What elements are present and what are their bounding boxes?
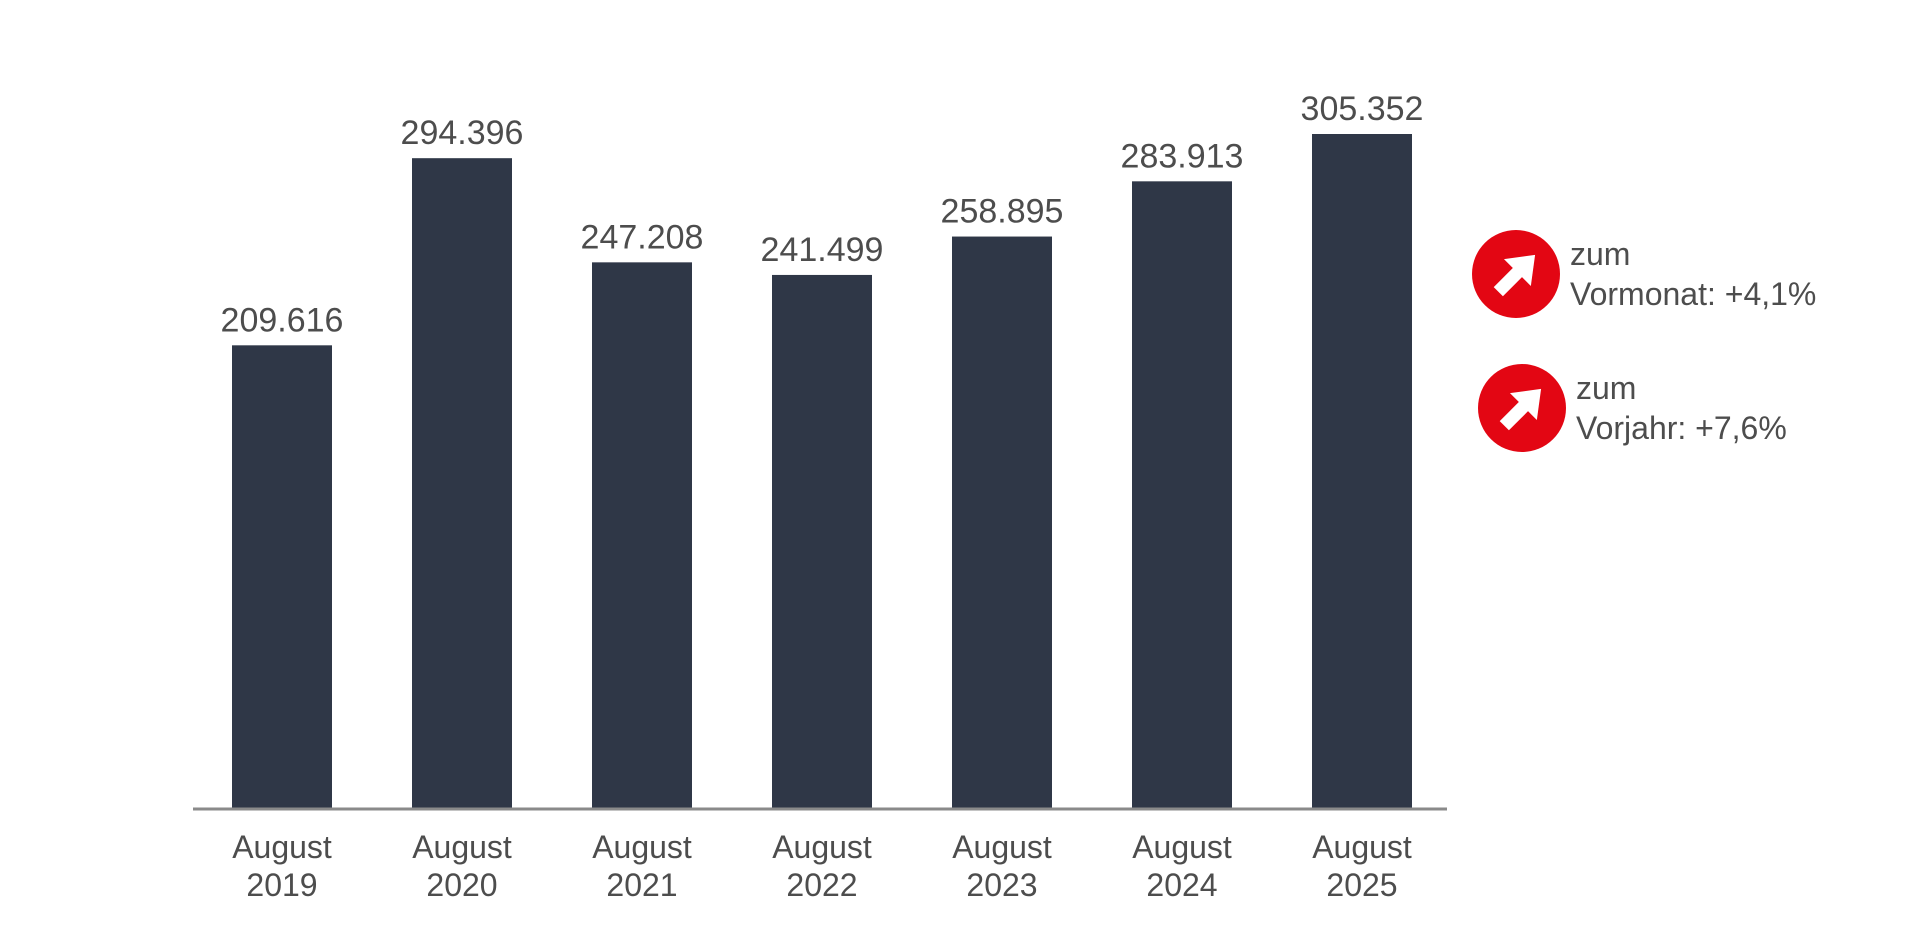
change-vormonat-line2: Vormonat: +4,1% (1570, 276, 1817, 312)
x-tick-label: 2020 (426, 867, 497, 903)
value-label: 283.913 (1121, 137, 1244, 175)
value-label: 305.352 (1301, 90, 1424, 128)
x-tick-label: August (592, 829, 692, 865)
value-label: 209.616 (221, 301, 344, 339)
arrow-up-right-icon (1472, 230, 1560, 318)
change-icon-arrow (1493, 254, 1536, 297)
change-vormonat-line1: zum (1570, 236, 1631, 272)
change-vorjahr-line2: Vorjahr: +7,6% (1576, 410, 1787, 446)
change-vorjahr-text: zum Vorjahr: +7,6% (1576, 368, 1787, 448)
x-tick-label: August (952, 829, 1052, 865)
x-tick-label: August (412, 829, 512, 865)
value-label: 258.895 (941, 193, 1064, 231)
x-tick-label: August (772, 829, 872, 865)
bar-august-2019 (232, 345, 332, 808)
bar-august-2020 (412, 158, 512, 809)
x-tick-label: 2025 (1326, 867, 1397, 903)
arrow-up-right-icon (1478, 364, 1566, 452)
bar-august-2023 (952, 236, 1052, 808)
x-tick-label: August (1132, 829, 1232, 865)
x-tick-label: 2022 (786, 867, 857, 903)
value-label: 241.499 (761, 231, 884, 269)
x-tick-label: 2021 (606, 867, 677, 903)
x-tick-label: 2024 (1146, 867, 1217, 903)
bar-august-2022 (772, 274, 872, 808)
change-icon-arrow (1499, 388, 1542, 431)
value-labels-group: 209.616 294.396 247.208 241.499 258.895 283.9… (221, 90, 1424, 339)
change-vorjahr: zum Vorjahr: +7,6% (1478, 364, 1787, 452)
x-tick-labels-group: August2019August2020August2021August2022… (232, 829, 1412, 903)
bar-august-2021 (592, 262, 692, 808)
x-tick-label: August (1312, 829, 1412, 865)
value-label: 247.208 (581, 218, 704, 256)
change-vorjahr-line1: zum (1576, 370, 1637, 406)
bar-august-2024 (1132, 181, 1232, 808)
bars-group (232, 134, 1412, 809)
bar-august-2025 (1312, 134, 1412, 808)
change-vormonat: zum Vormonat: +4,1% (1472, 230, 1816, 318)
change-vormonat-text: zum Vormonat: +4,1% (1570, 234, 1816, 314)
x-tick-label: 2019 (246, 867, 317, 903)
bar-chart: 209.616 294.396 247.208 241.499 258.895 283.9… (193, 90, 1447, 903)
x-tick-label: 2023 (966, 867, 1037, 903)
x-tick-label: August (232, 829, 332, 865)
value-label: 294.396 (401, 114, 524, 152)
